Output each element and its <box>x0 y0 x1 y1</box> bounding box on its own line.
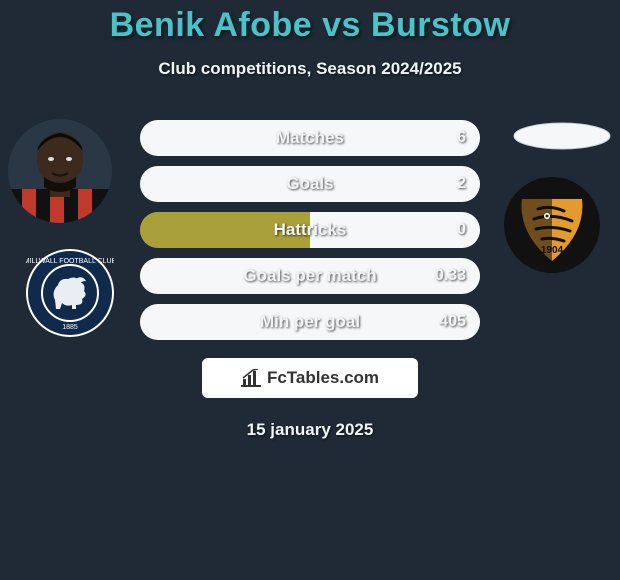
player2-avatar <box>512 121 612 151</box>
stat-row: 0.33Goals per match <box>140 258 480 294</box>
stat-value-p2: 2 <box>457 166 466 202</box>
svg-text:1885: 1885 <box>62 324 78 331</box>
stats-container: 6Matches 2Goals 0Hattricks 0.33Goals per ma… <box>140 119 480 340</box>
footer-date: 15 january 2025 <box>0 420 620 440</box>
stat-bar-p2 <box>140 258 480 294</box>
stat-value-p2: 405 <box>439 304 466 340</box>
player1-avatar <box>8 119 112 223</box>
stat-bar-p2 <box>140 304 480 340</box>
stat-value-p2: 0.33 <box>435 258 466 294</box>
page-title: Benik Afobe vs Burstow <box>0 6 620 45</box>
stat-row: 2Goals <box>140 166 480 202</box>
bar-chart-icon <box>241 369 261 387</box>
stat-row: 6Matches <box>140 120 480 156</box>
comparison-card: Benik Afobe vs Burstow Club competitions… <box>0 0 620 580</box>
player1-club-badge: MILLWALL FOOTBALL CLUB 1885 <box>26 249 114 337</box>
svg-text:1904: 1904 <box>541 245 564 256</box>
stat-row: 405Min per goal <box>140 304 480 340</box>
player2-club-badge: 1904 <box>502 175 602 275</box>
stat-bar-p2 <box>140 166 480 202</box>
stat-value-p2: 0 <box>457 212 466 248</box>
stat-bar-p2 <box>140 120 480 156</box>
stat-value-p2: 6 <box>457 120 466 156</box>
stat-bar-p1 <box>140 212 310 248</box>
stat-row: 0Hattricks <box>140 212 480 248</box>
footer-brand-badge: FcTables.com <box>202 358 418 398</box>
stat-bar-p2 <box>310 212 480 248</box>
compare-area: MILLWALL FOOTBALL CLUB 1885 <box>0 119 620 340</box>
svg-text:MILLWALL FOOTBALL CLUB: MILLWALL FOOTBALL CLUB <box>26 258 114 265</box>
subtitle: Club competitions, Season 2024/2025 <box>0 59 620 79</box>
footer-brand-text: FcTables.com <box>267 368 379 388</box>
